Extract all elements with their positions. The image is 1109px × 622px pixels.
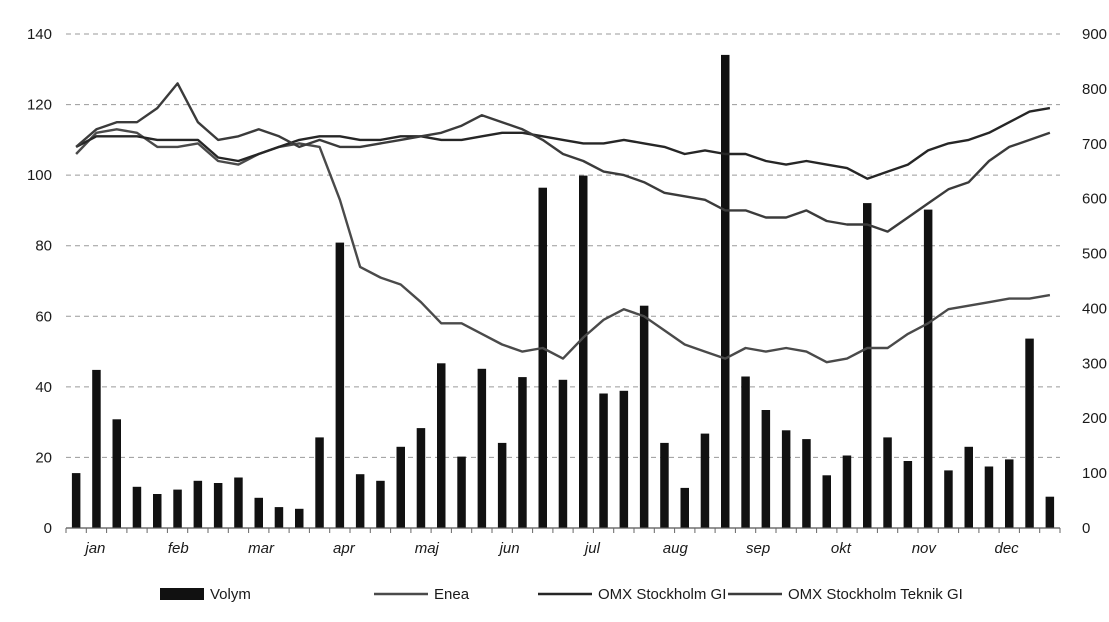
bar-volym-12 <box>315 437 324 528</box>
bar-volym-7 <box>213 483 223 528</box>
right-tick-label-900: 900 <box>1082 26 1107 43</box>
bar-volym-9 <box>254 497 263 528</box>
left-tick-label-60: 60 <box>35 308 52 325</box>
month-label-sep: sep <box>746 540 770 557</box>
bar-volym-31 <box>700 433 710 528</box>
month-label-okt: okt <box>831 540 852 557</box>
bar-volym-33 <box>741 376 750 528</box>
bar-volym-28 <box>639 305 649 528</box>
bar-volym-35 <box>781 430 791 528</box>
bar-volym-19 <box>457 456 466 528</box>
month-label-jul: jul <box>583 540 601 557</box>
month-label-jan: jan <box>83 540 105 557</box>
x-axis-ticks: jan feb mar apr maj jun jul aug sep okt nov dec <box>65 528 1061 557</box>
left-tick-label-20: 20 <box>35 449 52 466</box>
legend-label-enea: Enea <box>434 586 470 603</box>
legend: Volym Enea OMX Stockholm GI OMX Stockholm T… <box>160 586 963 603</box>
left-tick-label-0: 0 <box>44 520 52 537</box>
bar-volym-11 <box>295 508 304 528</box>
month-label-jun: jun <box>498 540 520 557</box>
bar-volym-27 <box>619 390 629 528</box>
bar-volym-8 <box>234 477 243 528</box>
bar-volym-25 <box>579 175 588 528</box>
left-tick-label-100: 100 <box>27 167 52 184</box>
right-tick-label-200: 200 <box>1082 410 1107 427</box>
bar-volym-24 <box>558 379 568 528</box>
right-tick-label-100: 100 <box>1082 465 1107 482</box>
bar-volym-17 <box>416 428 426 528</box>
month-label-mar: mar <box>248 540 275 557</box>
left-tick-label-40: 40 <box>35 379 52 396</box>
bar-volym-13 <box>335 242 345 528</box>
bar-series <box>71 54 1055 529</box>
bar-volym-1 <box>92 369 101 528</box>
right-axis-labels: 0 100 200 300 400 500 600 700 800 900 <box>1082 26 1107 537</box>
bar-volym-26 <box>599 393 608 528</box>
bar-volym-20 <box>477 368 487 528</box>
month-label-feb: feb <box>168 540 189 557</box>
bar-volym-18 <box>437 363 446 528</box>
line-omx-stockholm-teknik-gi <box>75 82 1051 233</box>
right-tick-label-600: 600 <box>1082 191 1107 208</box>
bar-volym-38 <box>842 455 852 528</box>
bar-volym-40 <box>883 437 892 528</box>
month-label-nov: nov <box>912 540 938 557</box>
bar-volym-34 <box>761 410 771 528</box>
right-tick-label-800: 800 <box>1082 81 1107 98</box>
right-tick-label-700: 700 <box>1082 136 1107 153</box>
bar-volym-22 <box>518 377 527 528</box>
bar-volym-48 <box>1045 496 1055 528</box>
bar-volym-21 <box>497 442 507 528</box>
right-tick-label-300: 300 <box>1082 355 1107 372</box>
bar-volym-2 <box>112 419 121 528</box>
bar-volym-15 <box>376 480 385 528</box>
bar-volym-44 <box>964 446 973 528</box>
bar-volym-0 <box>71 473 81 528</box>
grid-lines <box>66 33 1060 458</box>
bar-volym-39 <box>863 203 872 528</box>
bar-volym-6 <box>193 480 203 528</box>
bar-volym-23 <box>538 187 547 528</box>
bar-volym-4 <box>153 494 162 528</box>
legend-label-volym: Volym <box>210 586 251 603</box>
line-omx-stockholm-gi <box>75 106 1051 180</box>
bar-volym-32 <box>721 54 730 529</box>
month-label-apr: apr <box>333 540 356 557</box>
left-axis-labels: 0 20 40 60 80 100 120 140 <box>27 26 52 537</box>
legend-swatch-volym <box>160 588 204 600</box>
line-enea <box>75 128 1051 364</box>
bar-volym-41 <box>903 461 913 528</box>
bar-volym-47 <box>1025 338 1034 528</box>
right-tick-label-0: 0 <box>1082 520 1090 537</box>
left-tick-label-120: 120 <box>27 97 52 114</box>
bar-volym-36 <box>802 439 811 528</box>
bar-volym-42 <box>923 209 933 528</box>
bar-volym-46 <box>1005 459 1014 528</box>
month-label-aug: aug <box>663 540 689 557</box>
legend-label-omx-stockholm-teknik-gi: OMX Stockholm Teknik GI <box>788 586 963 603</box>
month-label-dec: dec <box>995 540 1020 557</box>
bar-volym-16 <box>396 446 405 528</box>
bar-volym-30 <box>680 487 689 528</box>
legend-label-omx-stockholm-gi: OMX Stockholm GI <box>598 586 726 603</box>
bar-volym-5 <box>173 489 182 528</box>
right-tick-label-400: 400 <box>1082 300 1107 317</box>
bar-volym-10 <box>274 507 284 528</box>
left-tick-label-80: 80 <box>35 238 52 255</box>
bar-volym-29 <box>660 442 669 528</box>
bar-volym-14 <box>355 474 365 528</box>
line-series <box>75 82 1051 364</box>
bar-volym-43 <box>944 470 953 528</box>
month-label-maj: maj <box>415 540 440 557</box>
bar-volym-3 <box>132 486 142 528</box>
bar-volym-37 <box>822 475 831 528</box>
left-tick-label-140: 140 <box>27 26 52 43</box>
bar-volym-45 <box>984 466 994 528</box>
right-tick-label-500: 500 <box>1082 246 1107 263</box>
